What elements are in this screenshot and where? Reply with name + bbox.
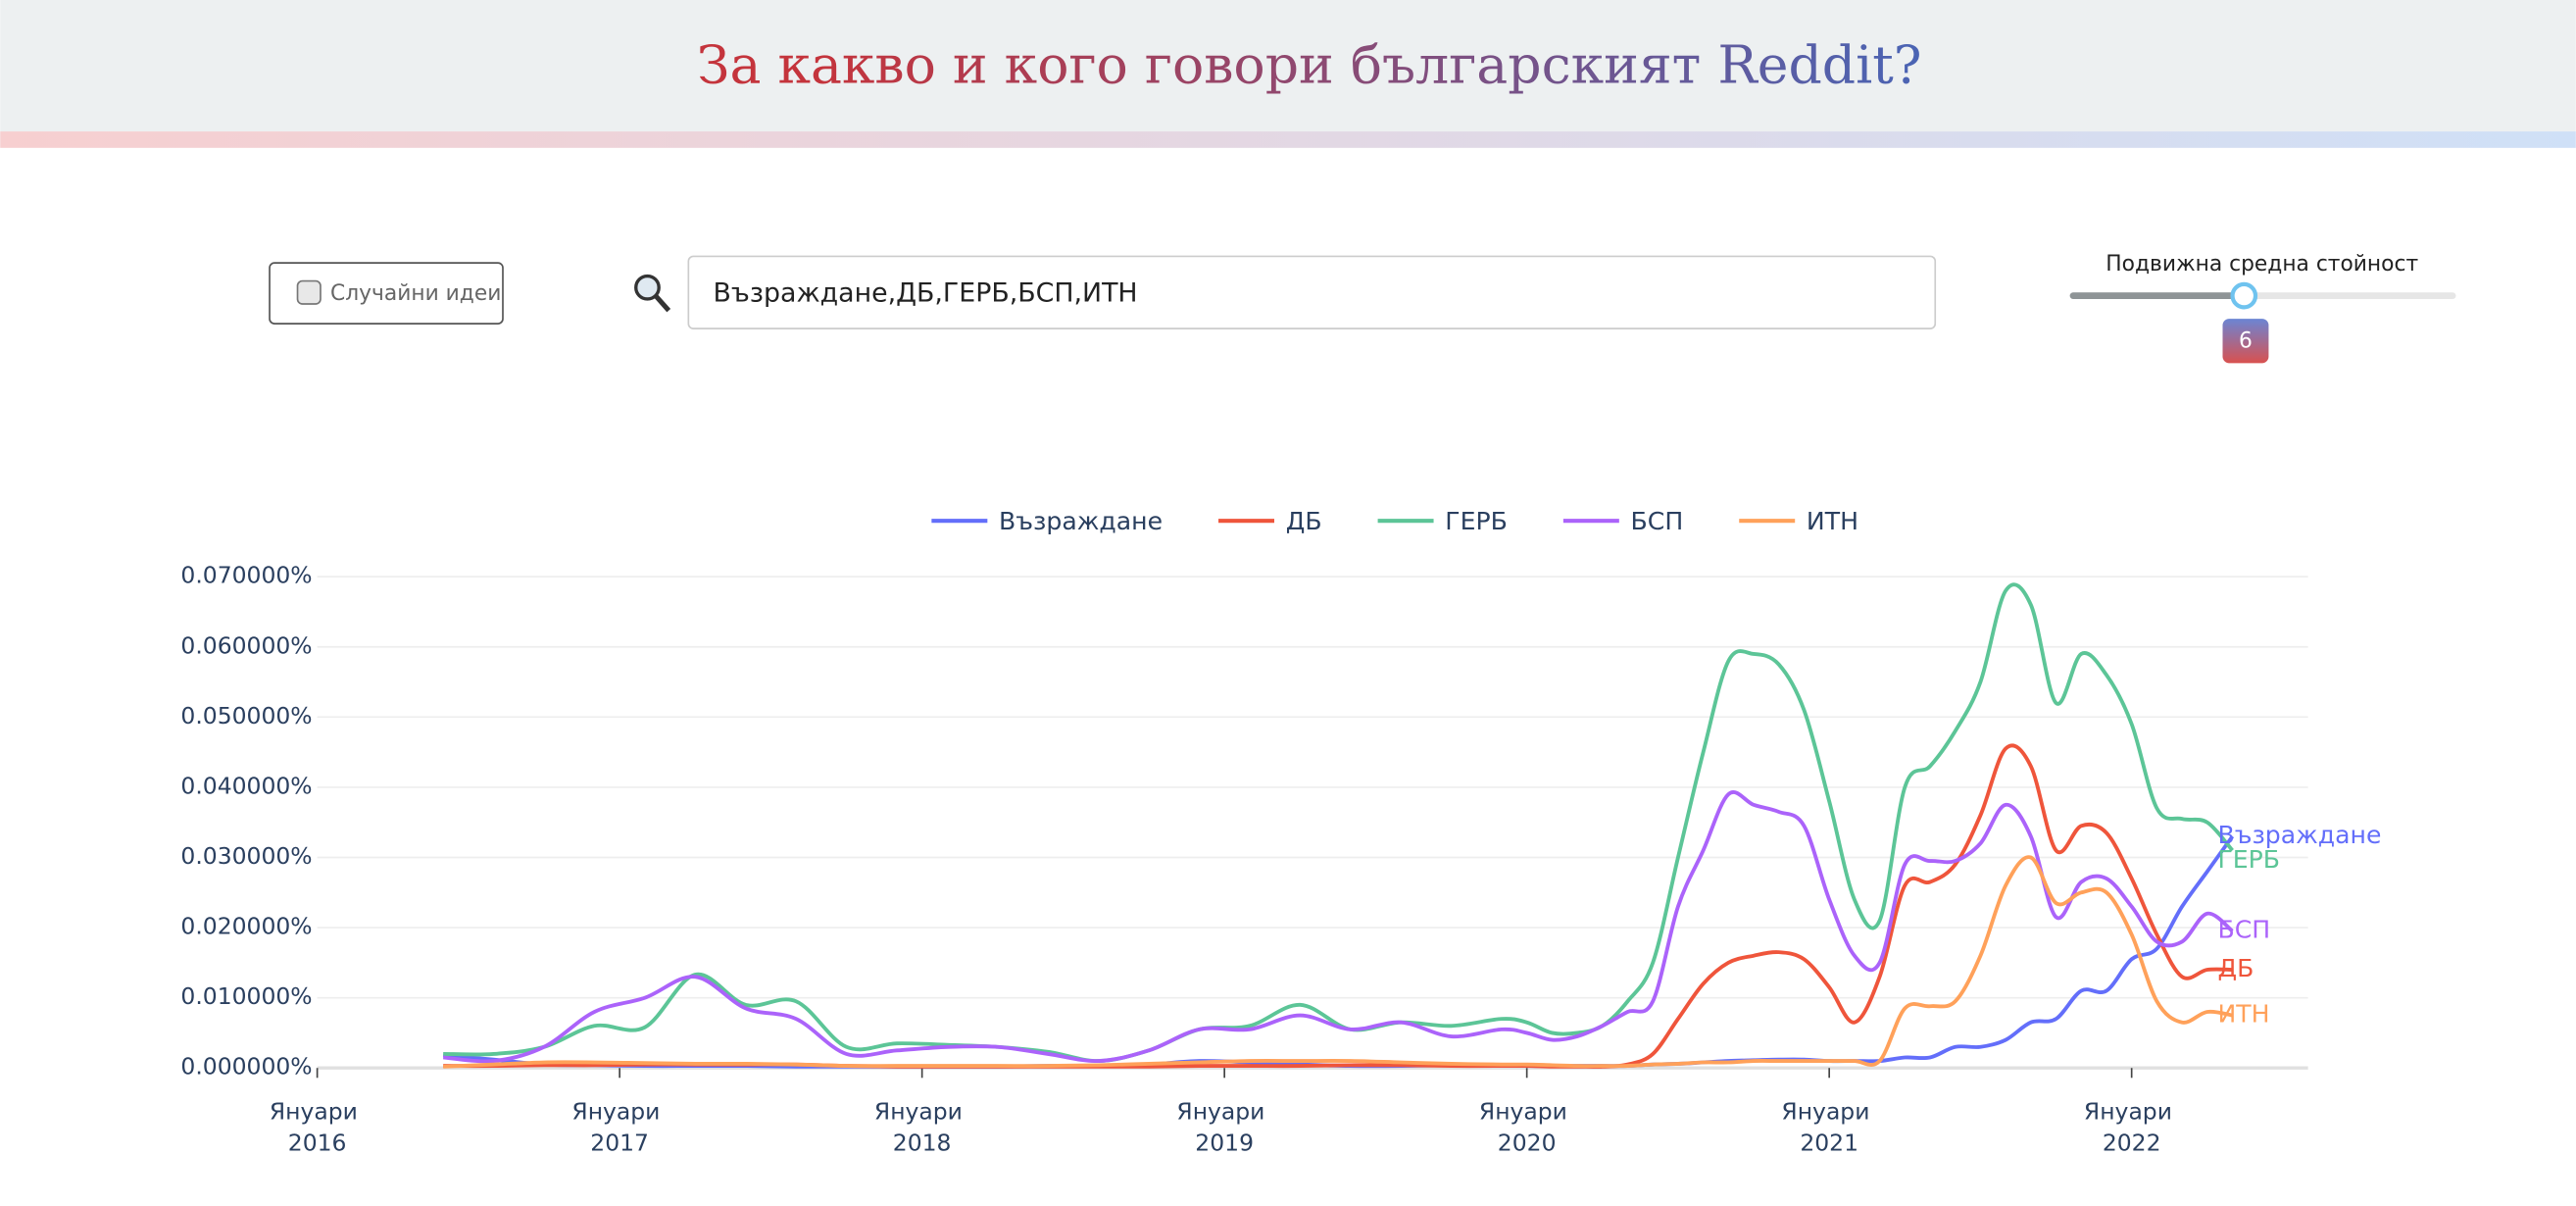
header-stripe (0, 131, 2576, 148)
legend-label: ДБ (1286, 507, 1322, 535)
y-tick-label: 0.010000% (180, 982, 312, 1010)
series-line (443, 855, 2233, 1069)
legend-label: Възраждане (999, 507, 1163, 535)
slider-value: 6 (2239, 329, 2253, 354)
series-line (443, 582, 2234, 1064)
button-label[interactable]: Случайни идеи (330, 281, 501, 306)
slider-fill[interactable] (2069, 292, 2245, 299)
legend-label: ГЕРБ (1445, 507, 1508, 535)
x-tick-label: Януари 2017 (571, 1097, 667, 1156)
x-tick-label: Януари 2018 (874, 1097, 969, 1156)
search-value[interactable]: Възраждане,ДБ,ГЕРБ,БСП,ИТН (713, 277, 1137, 308)
end-label: БСП (2217, 916, 2270, 944)
x-tick-label: Януари 2022 (2084, 1097, 2179, 1156)
search-input[interactable] (687, 255, 1937, 329)
search-icon (634, 274, 671, 313)
legend-label: ИТН (1807, 507, 1858, 535)
y-tick-label: 0.020000% (180, 913, 312, 940)
button-frame[interactable] (269, 262, 504, 325)
end-label: ГЕРБ (2217, 845, 2280, 874)
end-label: ДБ (2217, 954, 2254, 982)
y-tick-label: 0.000000% (180, 1053, 312, 1080)
series-line (443, 743, 2233, 1069)
slider-badge (2222, 319, 2269, 364)
legend-label: БСП (1631, 507, 1684, 535)
end-label: ИТН (2217, 1000, 2269, 1029)
y-tick-label: 0.060000% (180, 631, 312, 659)
x-tick-label: Януари 2016 (270, 1097, 365, 1156)
x-tick-label: Януари 2021 (1781, 1097, 1876, 1156)
dice-icon (296, 279, 322, 305)
y-tick-label: 0.030000% (180, 842, 312, 870)
x-tick-label: Януари 2020 (1479, 1097, 1574, 1156)
page-title: За какво и кого говори българският Reddi… (697, 33, 1921, 95)
chart: 0.000000% 0.010000% 0.020000% 0.030000% 0.04… (180, 507, 2381, 1156)
y-tick-label: 0.050000% (180, 702, 312, 729)
slider[interactable] (2069, 281, 2456, 310)
x-tick-label: Януари 2019 (1176, 1097, 1271, 1156)
series-line (443, 790, 2234, 1064)
slider-knob[interactable] (2230, 281, 2258, 310)
end-label: Възраждане (2217, 821, 2381, 849)
slider-label: Подвижна средна стойност (2105, 252, 2418, 276)
y-tick-label: 0.070000% (180, 562, 312, 589)
header (0, 0, 2576, 132)
y-tick-label: 0.040000% (180, 772, 312, 799)
random-button[interactable]: Случайни идеи (269, 262, 504, 325)
series-line (443, 834, 2235, 1069)
